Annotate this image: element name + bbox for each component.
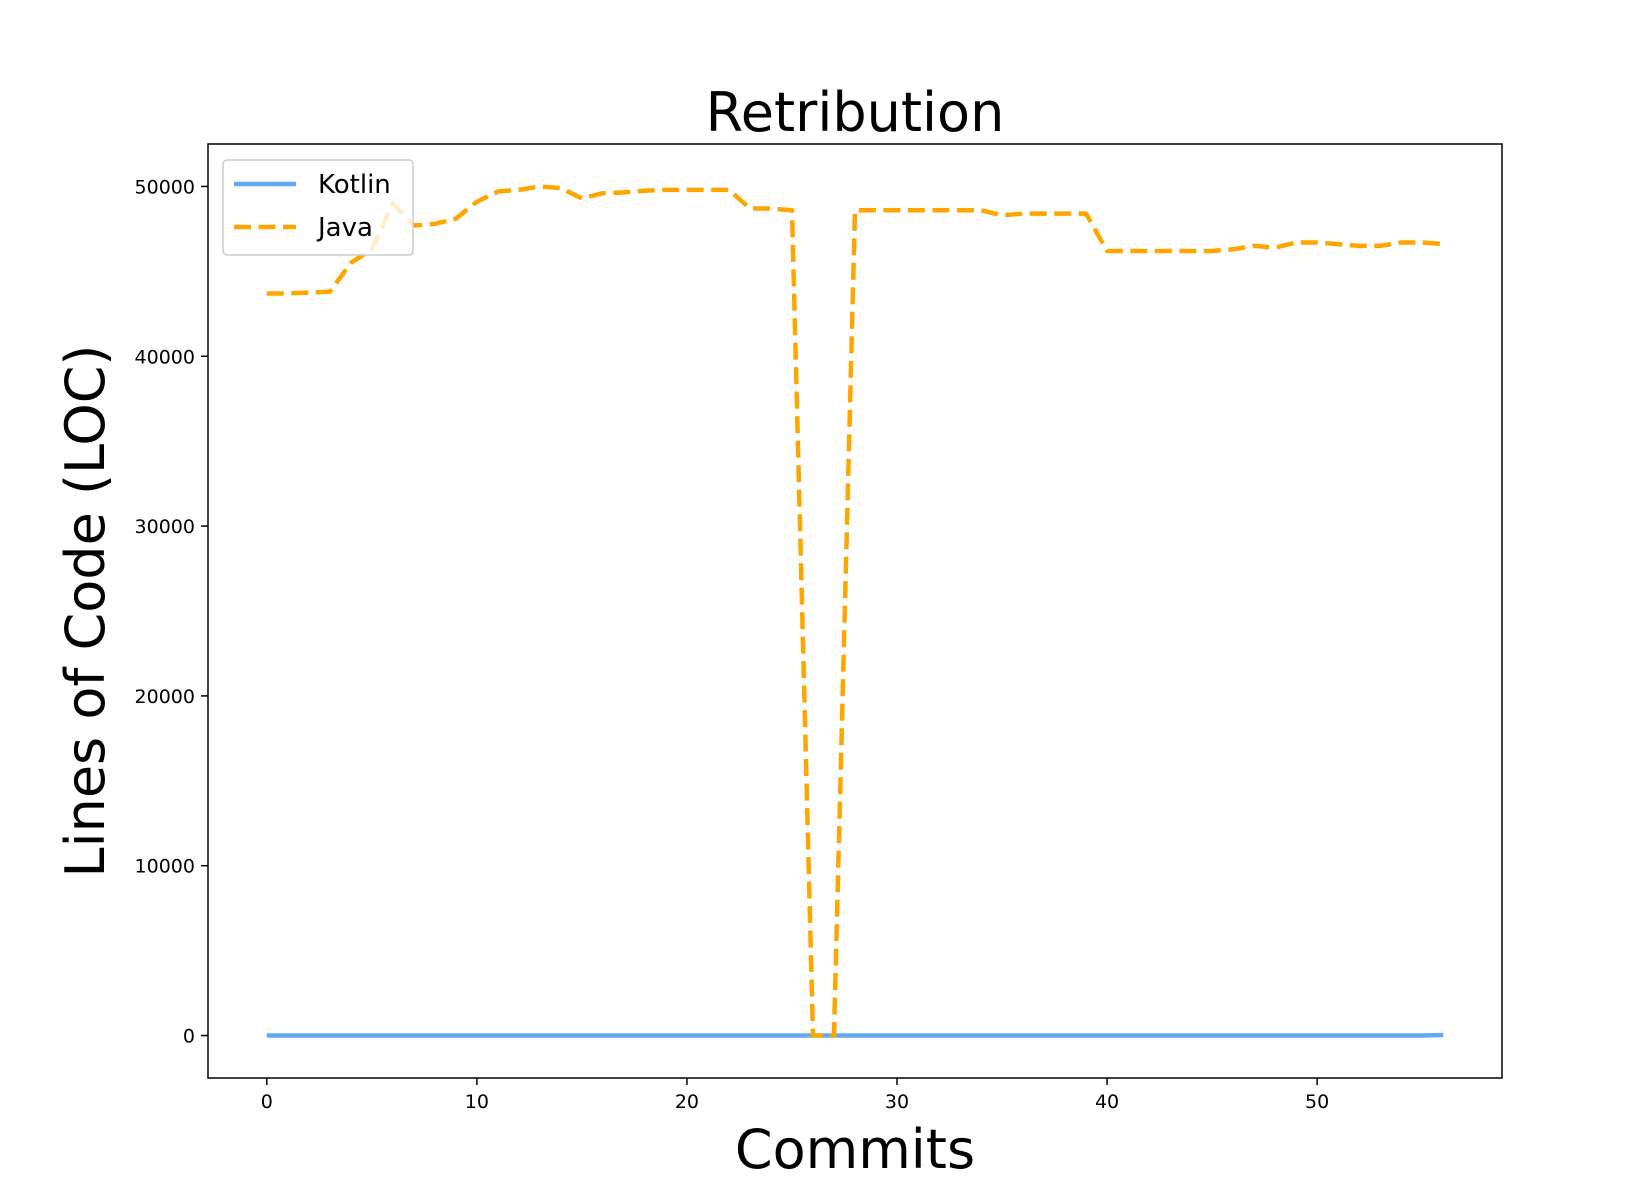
x-tick-label: 40	[1095, 1091, 1119, 1113]
y-axis-label: Lines of Code (LOC)	[54, 345, 117, 878]
x-axis-label: Commits	[735, 1118, 975, 1181]
chart-title: Retribution	[706, 81, 1005, 144]
y-axis-ticks: 0 10000 20000 30000 40000 50000	[135, 176, 208, 1048]
x-tick-label: 10	[465, 1091, 489, 1113]
y-tick-label: 10000	[135, 856, 195, 878]
x-axis-ticks: 0 10 20 30 40 50	[261, 1078, 1329, 1113]
x-tick-label: 50	[1305, 1091, 1329, 1113]
y-tick-label: 40000	[135, 346, 195, 368]
series-lines	[266, 184, 1444, 1038]
y-tick-label: 0	[183, 1026, 195, 1048]
legend-java-label: Java	[316, 213, 373, 243]
legend: Kotlin Java	[222, 159, 414, 256]
legend-kotlin-label: Kotlin	[318, 170, 391, 200]
x-tick-label: 20	[675, 1091, 699, 1113]
series-line-kotlin	[266, 1032, 1444, 1038]
y-tick-label: 50000	[135, 176, 195, 198]
x-tick-label: 0	[261, 1091, 273, 1113]
plot-frame	[207, 143, 1503, 1079]
series-line-java	[266, 184, 1444, 1038]
x-tick-label: 30	[885, 1091, 909, 1113]
y-tick-label: 20000	[135, 686, 195, 708]
y-tick-label: 30000	[135, 516, 195, 538]
